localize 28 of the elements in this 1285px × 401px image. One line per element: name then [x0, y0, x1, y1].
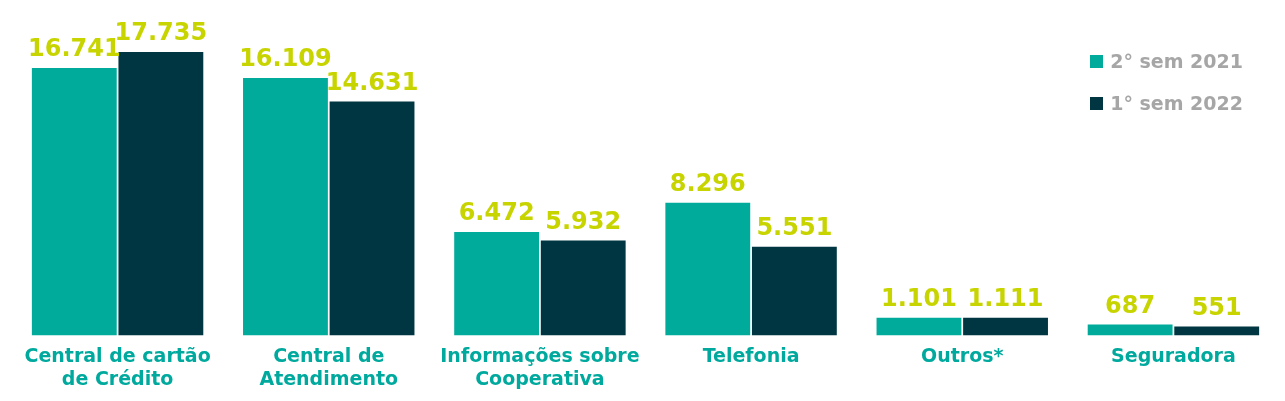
bar [118, 52, 204, 336]
x-tick-label: Central de cartão de Crédito [24, 343, 211, 389]
data-label: 1.101 [881, 284, 957, 313]
x-tick-label: Telefonia [702, 343, 800, 366]
data-label: 1.111 [967, 283, 1044, 312]
bar [329, 101, 415, 336]
bar [454, 231, 540, 336]
legend-label: 1° sem 2022 [1110, 92, 1243, 114]
data-label: 8.296 [669, 169, 746, 198]
bar [876, 317, 962, 336]
x-tick-label: Informações sobre Cooperativa [440, 343, 640, 389]
bar [243, 77, 328, 336]
x-tick-label: Outros* [921, 343, 1004, 366]
bar [31, 67, 117, 336]
x-tick-label: Seguradora [1111, 343, 1236, 366]
bar [963, 317, 1048, 336]
data-label: 687 [1105, 290, 1156, 319]
bar [1174, 326, 1260, 336]
bar [1087, 324, 1173, 336]
data-label: 5.932 [545, 206, 622, 235]
x-tick-label: Central de Atendimento [259, 343, 399, 389]
bar [665, 202, 751, 336]
bar [751, 246, 837, 336]
data-label: 5.551 [756, 212, 833, 241]
data-label: 6.472 [458, 198, 535, 227]
data-label: 551 [1191, 292, 1242, 321]
bar [540, 240, 626, 336]
legend-label: 2° sem 2021 [1110, 50, 1243, 72]
